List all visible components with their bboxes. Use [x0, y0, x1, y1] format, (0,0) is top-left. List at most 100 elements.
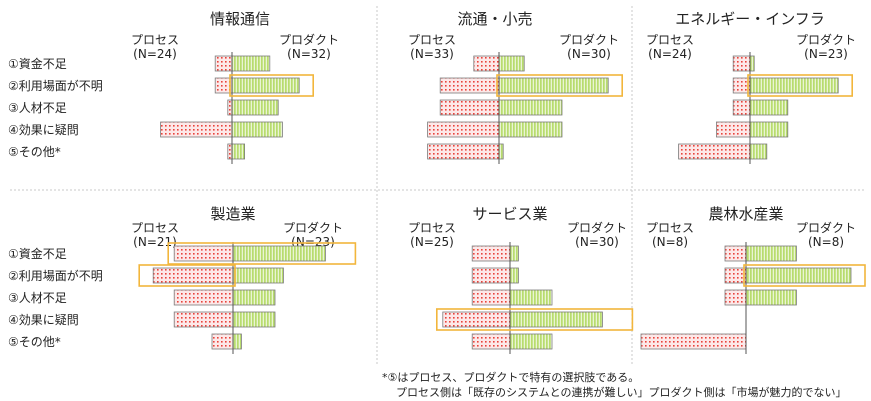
- process-bar: [427, 143, 500, 160]
- product-n-label: (N=8): [808, 235, 844, 249]
- process-bar: [724, 267, 747, 284]
- process-bar: [173, 311, 234, 328]
- product-bar: [232, 289, 276, 306]
- product-label: プロダクト: [796, 220, 856, 235]
- chart-title: 流通・小売: [457, 10, 532, 28]
- product-bar: [232, 267, 284, 284]
- product-bar: [745, 245, 797, 262]
- product-bar: [498, 77, 609, 94]
- product-n-label: (N=23): [291, 235, 335, 249]
- process-bar: [640, 333, 747, 350]
- process-n-label: (N=24): [133, 47, 177, 61]
- process-bar: [471, 267, 511, 284]
- process-bar: [439, 99, 500, 116]
- product-bar: [509, 333, 553, 350]
- process-bar: [214, 55, 233, 72]
- process-bar: [227, 143, 233, 160]
- process-label: プロセス: [408, 221, 456, 235]
- product-bar: [509, 267, 519, 284]
- process-bar: [160, 121, 233, 138]
- product-bar: [745, 267, 852, 284]
- product-bar: [232, 311, 276, 328]
- process-n-label: (N=21): [133, 235, 177, 249]
- process-bar: [471, 333, 511, 350]
- highlight-box: [496, 74, 623, 97]
- product-bar: [749, 55, 755, 72]
- product-bar: [498, 143, 504, 160]
- process-bar: [732, 99, 751, 116]
- process-label: プロセス: [408, 33, 456, 47]
- highlight-box: [138, 264, 236, 287]
- product-bar: [231, 121, 283, 138]
- product-bar: [749, 99, 789, 116]
- chart-title: 製造業: [210, 205, 255, 223]
- row-label: ②利用場面が不明: [8, 78, 103, 93]
- product-n-label: (N=32): [287, 47, 331, 61]
- footnote-line-1: *⑤はプロセス、プロダクトで特有の選択肢である。: [382, 371, 640, 384]
- product-bar: [231, 99, 279, 116]
- row-label: ②利用場面が不明: [8, 268, 103, 283]
- process-bar: [439, 77, 500, 94]
- product-label: プロダクト: [559, 32, 619, 47]
- process-bar: [152, 267, 234, 284]
- process-label: プロセス: [646, 221, 694, 235]
- process-bar: [471, 289, 511, 306]
- process-bar: [427, 121, 500, 138]
- process-bar: [724, 245, 747, 262]
- process-bar: [724, 289, 747, 306]
- row-label: ④効果に疑問: [8, 122, 79, 137]
- product-bar: [231, 77, 300, 94]
- product-n-label: (N=30): [567, 47, 611, 61]
- process-label: プロセス: [131, 221, 179, 235]
- process-label: プロセス: [131, 33, 179, 47]
- process-n-label: (N=24): [648, 47, 692, 61]
- process-label: プロセス: [646, 33, 694, 47]
- product-bar: [745, 289, 797, 306]
- process-bar: [173, 245, 234, 262]
- process-bar: [173, 289, 234, 306]
- row-label: ⑤その他*: [8, 335, 61, 349]
- process-bar: [442, 311, 511, 328]
- product-label: プロダクト: [796, 32, 856, 47]
- product-label: プロダクト: [567, 220, 627, 235]
- process-bar: [211, 333, 234, 350]
- product-bar: [509, 289, 553, 306]
- chart-title: エネルギー・インフラ: [675, 10, 825, 28]
- product-bar: [232, 333, 242, 350]
- row-label: ①資金不足: [8, 246, 67, 261]
- process-bar: [678, 143, 751, 160]
- product-bar: [509, 311, 603, 328]
- process-n-label: (N=33): [410, 47, 454, 61]
- panel-separators: [10, 6, 866, 365]
- row-label: ③人材不足: [8, 101, 67, 115]
- process-bar: [716, 121, 751, 138]
- process-n-label: (N=8): [652, 235, 688, 249]
- product-bar: [509, 245, 519, 262]
- footnote-line-2: プロセス側は「既存のシステムとの連携が難しい」プロダクト側は「市場が魅力的でない…: [396, 386, 847, 399]
- process-bar: [473, 55, 500, 72]
- footnote: *⑤はプロセス、プロダクトで特有の選択肢である。 プロセス側は「既存のシステムと…: [382, 370, 847, 400]
- process-n-label: (N=25): [410, 235, 454, 249]
- process-bar: [227, 99, 233, 116]
- product-bar: [498, 121, 563, 138]
- chart-title: 農林水産業: [708, 205, 783, 223]
- process-bar: [471, 245, 511, 262]
- row-label: ⑤その他*: [8, 145, 61, 159]
- product-bar: [498, 99, 563, 116]
- highlight-box: [435, 308, 634, 331]
- product-n-label: (N=30): [575, 235, 619, 249]
- product-bar: [232, 245, 326, 262]
- product-bar: [231, 55, 271, 72]
- chart-title: 情報通信: [210, 10, 270, 28]
- product-bar: [498, 55, 525, 72]
- highlight-box: [747, 74, 853, 97]
- row-label: ①資金不足: [8, 56, 67, 71]
- product-bar: [231, 143, 246, 160]
- highlight-box: [229, 74, 314, 97]
